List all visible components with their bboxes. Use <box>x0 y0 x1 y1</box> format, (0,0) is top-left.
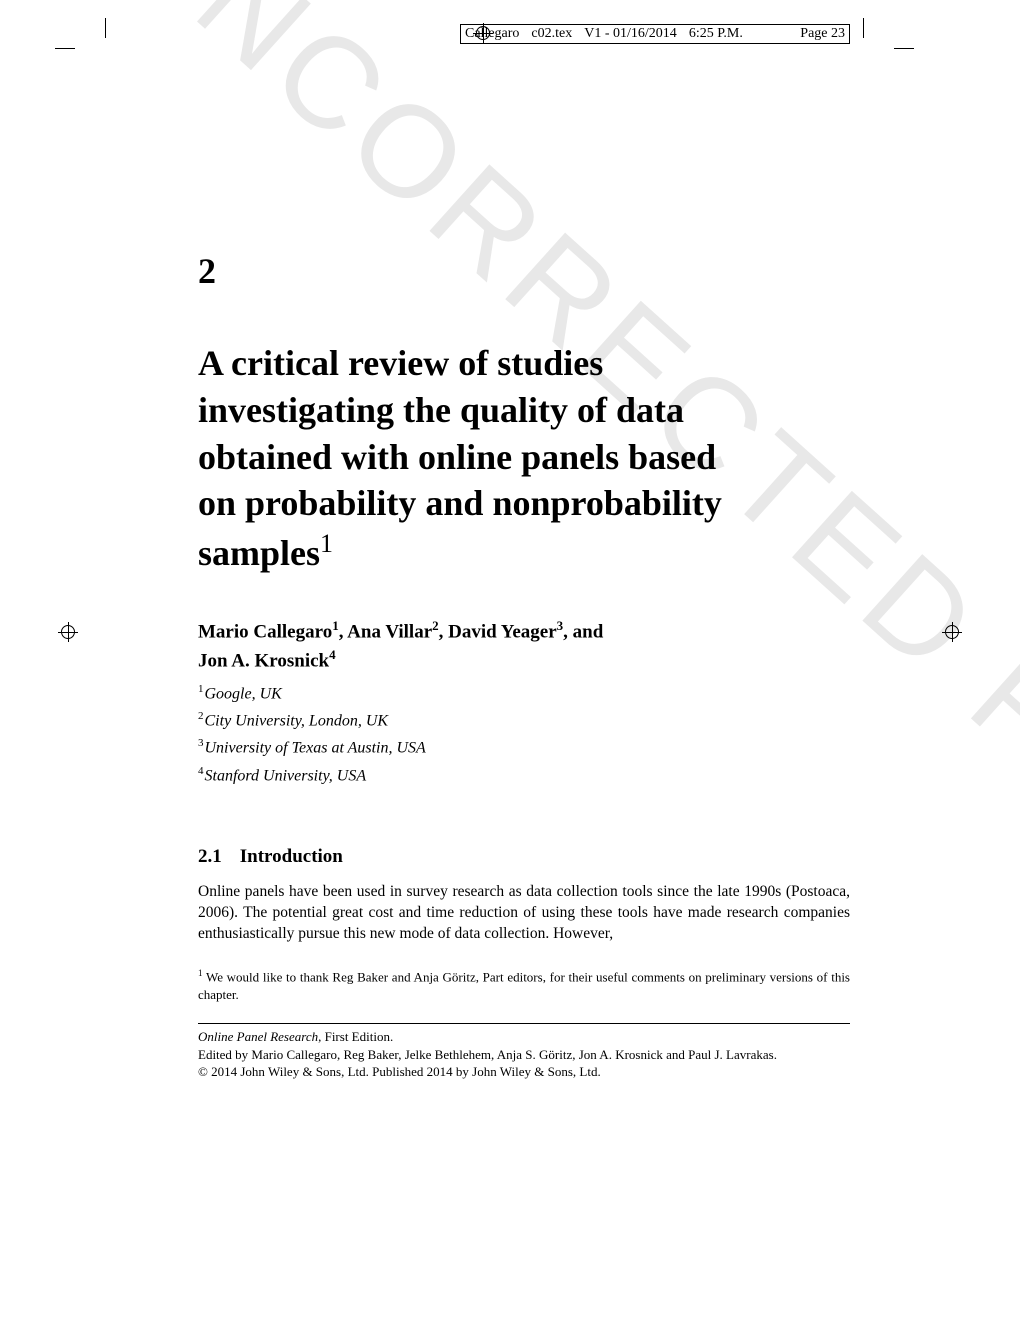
chapter-title: A critical review of studies investigati… <box>198 340 850 577</box>
crop-mark-left <box>60 624 76 640</box>
header-file: c02.tex <box>531 26 572 42</box>
pub-separator <box>198 1023 850 1024</box>
publication-info: Online Panel Research, First Edition. Ed… <box>198 1028 850 1081</box>
chapter-number: 2 <box>198 250 850 292</box>
header-author: Callegaro <box>465 26 519 42</box>
header-page: Page 23 <box>800 26 845 42</box>
section-heading: 2.1Introduction <box>198 846 850 868</box>
authors: Mario Callegaro1, Ana Villar2, David Yea… <box>198 617 850 675</box>
crop-mark-right <box>944 624 960 640</box>
body-paragraph: Online panels have been used in survey r… <box>198 882 850 945</box>
footnote: 1 We would like to thank Reg Baker and A… <box>198 967 850 1003</box>
affiliations: 1Google, UK 2City University, London, UK… <box>198 681 850 788</box>
header-version: V1 - 01/16/2014 <box>584 26 677 42</box>
header-info: Callegaro c02.tex V1 - 01/16/2014 6:25 P… <box>460 24 850 44</box>
header-time: 6:25 P.M. <box>689 26 743 42</box>
